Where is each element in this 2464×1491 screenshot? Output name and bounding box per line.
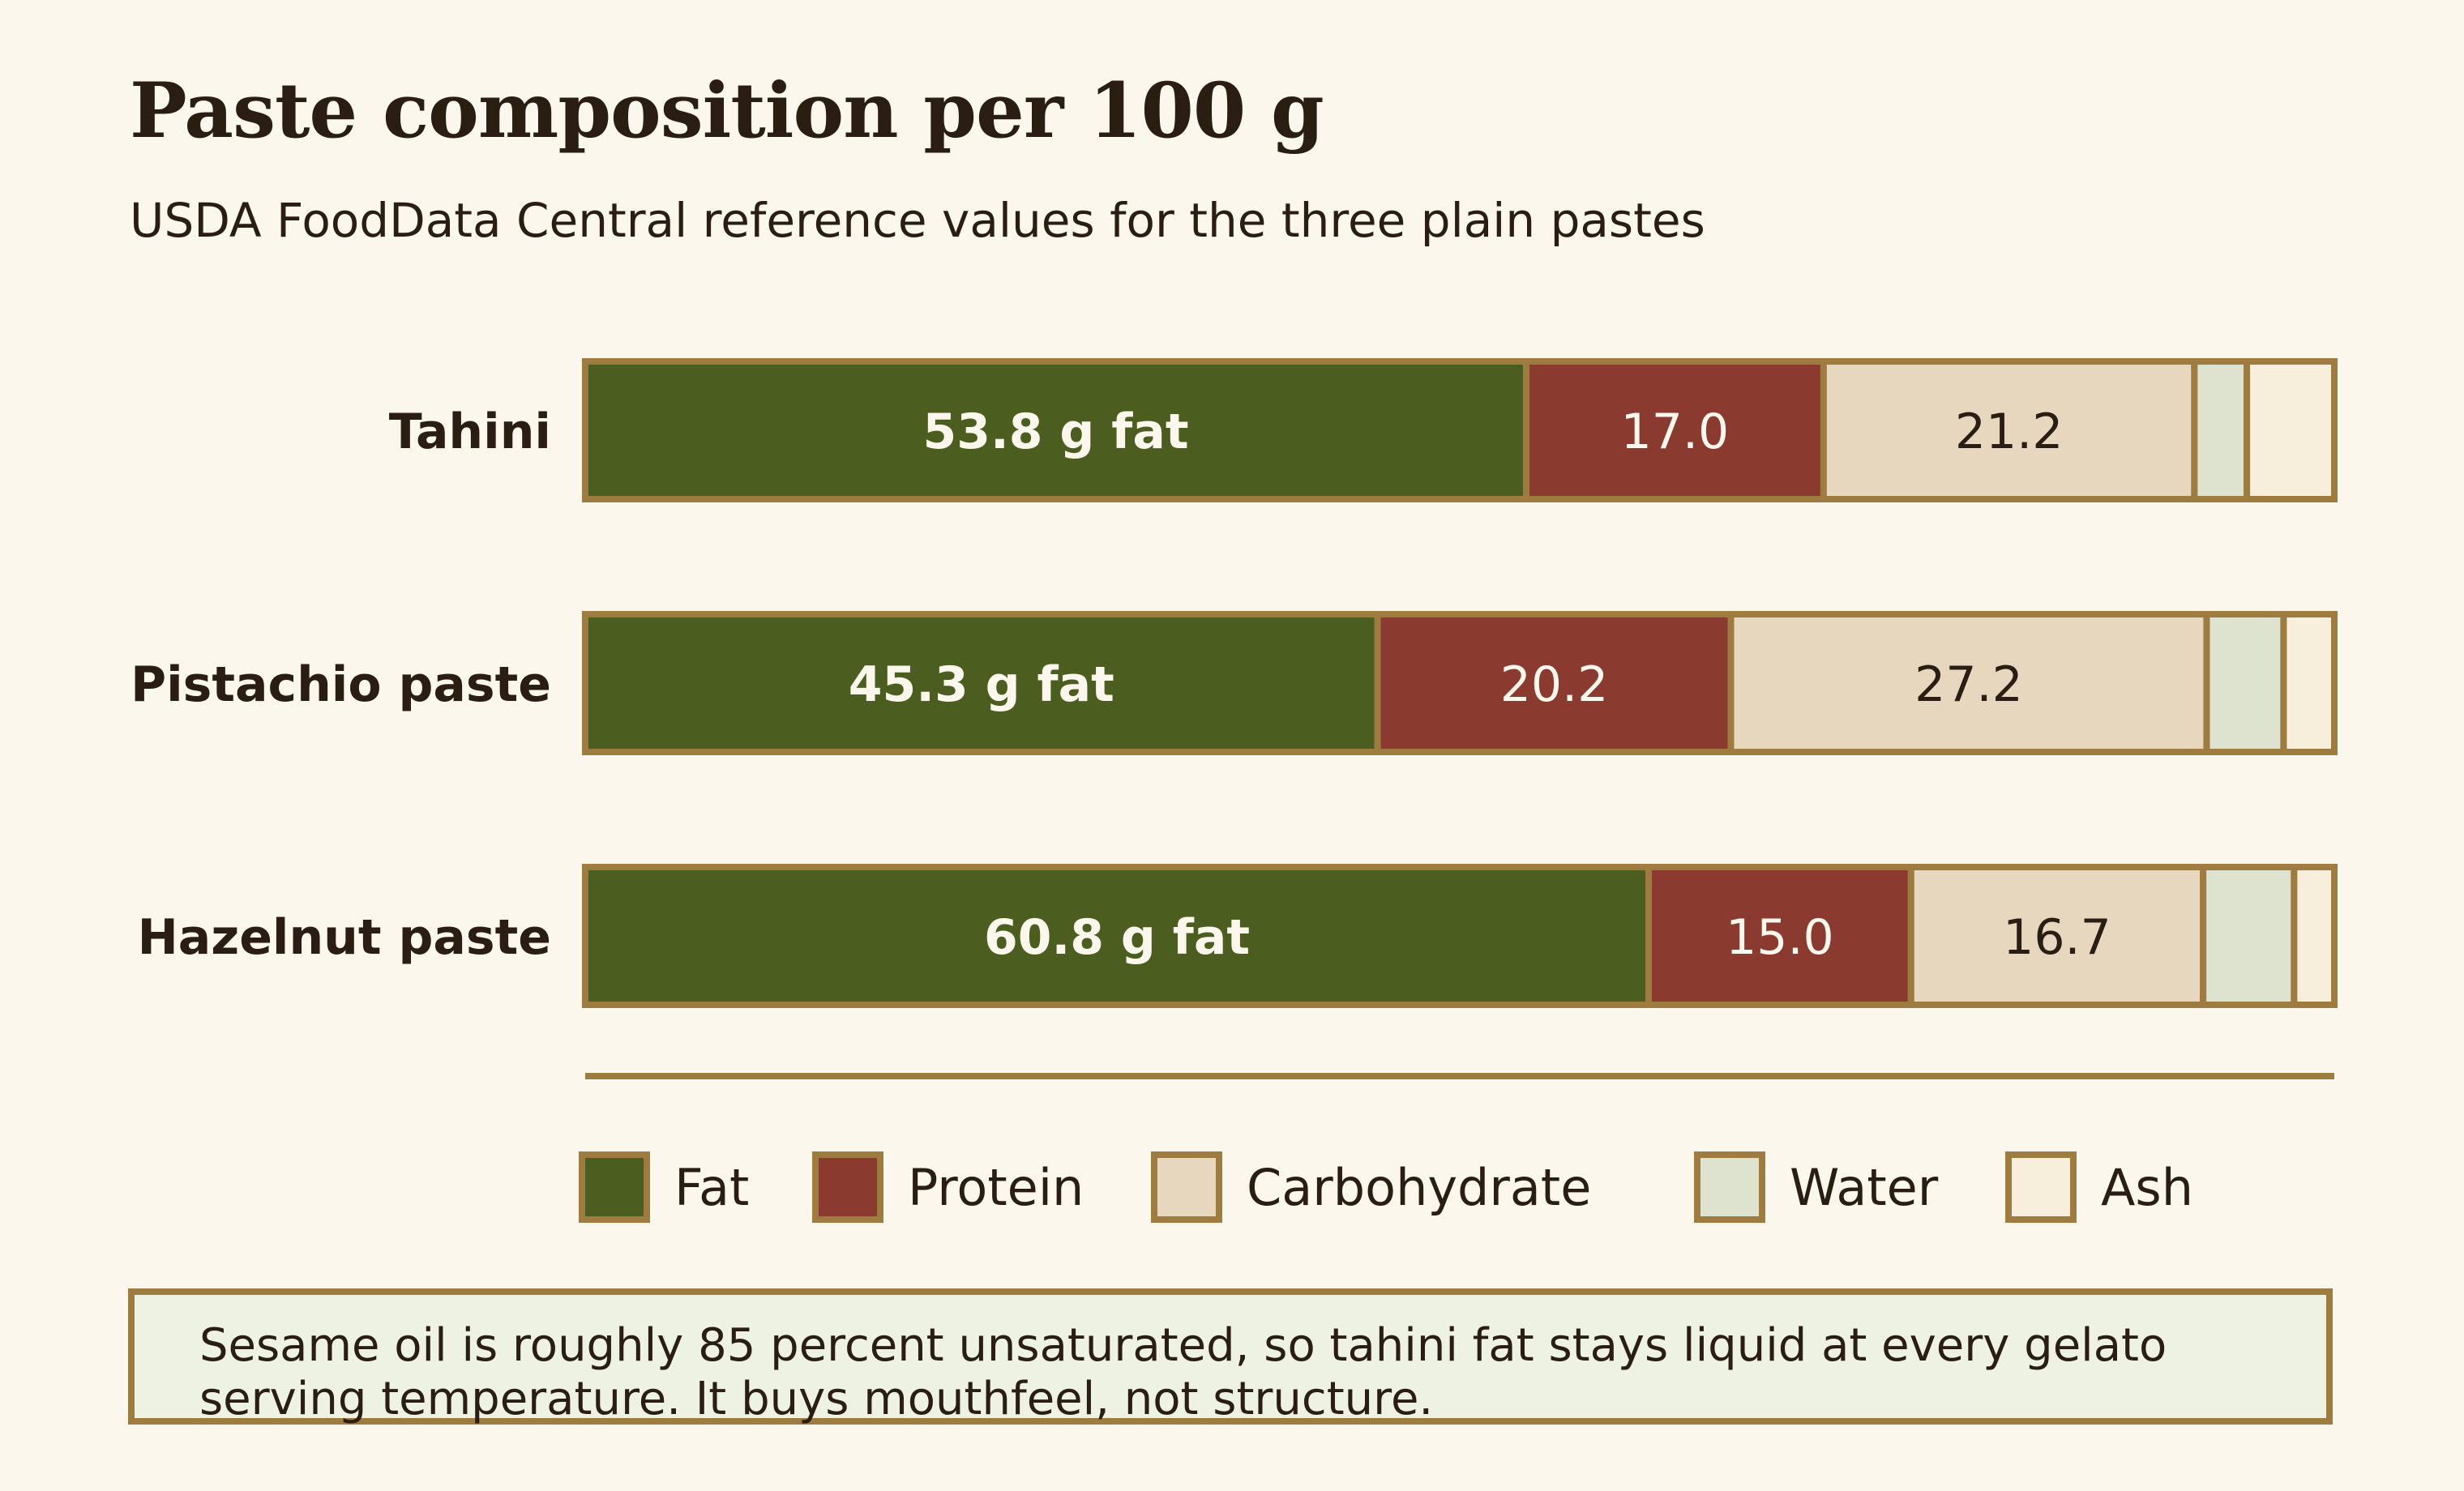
value-label-hazelnut-paste-carbohydrate: 16.7 — [2003, 909, 2111, 966]
value-label-tahini-protein: 17.0 — [1621, 404, 1730, 460]
bar-segment-tahini-ash — [2244, 358, 2338, 502]
bar-segment-hazelnut-paste-ash — [2291, 864, 2338, 1008]
legend-swatch-fat — [579, 1151, 650, 1223]
legend-label-protein: Protein — [908, 1158, 1084, 1217]
bar-segment-pistachio-paste-ash — [2280, 611, 2338, 755]
value-label-tahini-carbohydrate: 21.2 — [1955, 404, 2064, 460]
legend-swatch-ash — [2005, 1151, 2077, 1223]
bar-segment-tahini-water — [2191, 358, 2251, 502]
bar-frame-pistachio-paste — [582, 611, 2338, 755]
bar-segment-hazelnut-paste-protein — [1645, 864, 1914, 1008]
legend-swatch-protein — [812, 1151, 883, 1223]
annotation-note: Sesame oil is roughly 85 percent unsatur… — [128, 1288, 2333, 1425]
value-label-hazelnut-paste-fat: 60.8 g fat — [984, 909, 1250, 966]
legend-swatch-carbohydrate — [1151, 1151, 1222, 1223]
chart-subtitle: USDA FoodData Central reference values f… — [130, 193, 1705, 248]
bar-frame-tahini — [582, 358, 2338, 502]
value-label-tahini-fat: 53.8 g fat — [922, 404, 1188, 460]
category-label-tahini: Tahini — [389, 404, 551, 460]
legend-label-ash: Ash — [2101, 1158, 2193, 1217]
value-label-hazelnut-paste-protein: 15.0 — [1726, 909, 1834, 966]
category-label-hazelnut-paste: Hazelnut paste — [138, 909, 551, 966]
legend-label-fat: Fat — [674, 1158, 749, 1217]
legend-swatch-water — [1694, 1151, 1765, 1223]
legend-label-water: Water — [1790, 1158, 1939, 1217]
bar-segment-pistachio-paste-water — [2203, 611, 2287, 755]
value-label-pistachio-paste-fat: 45.3 g fat — [849, 656, 1114, 713]
bar-frame-hazelnut-paste — [582, 864, 2338, 1008]
chart-title: Paste composition per 100 g — [130, 66, 1324, 156]
value-label-pistachio-paste-carbohydrate: 27.2 — [1914, 656, 2023, 713]
category-label-pistachio-paste: Pistachio paste — [130, 656, 551, 713]
bar-segment-hazelnut-paste-water — [2200, 864, 2298, 1008]
value-label-pistachio-paste-protein: 20.2 — [1500, 656, 1609, 713]
legend-label-carbohydrate: Carbohydrate — [1247, 1158, 1591, 1217]
